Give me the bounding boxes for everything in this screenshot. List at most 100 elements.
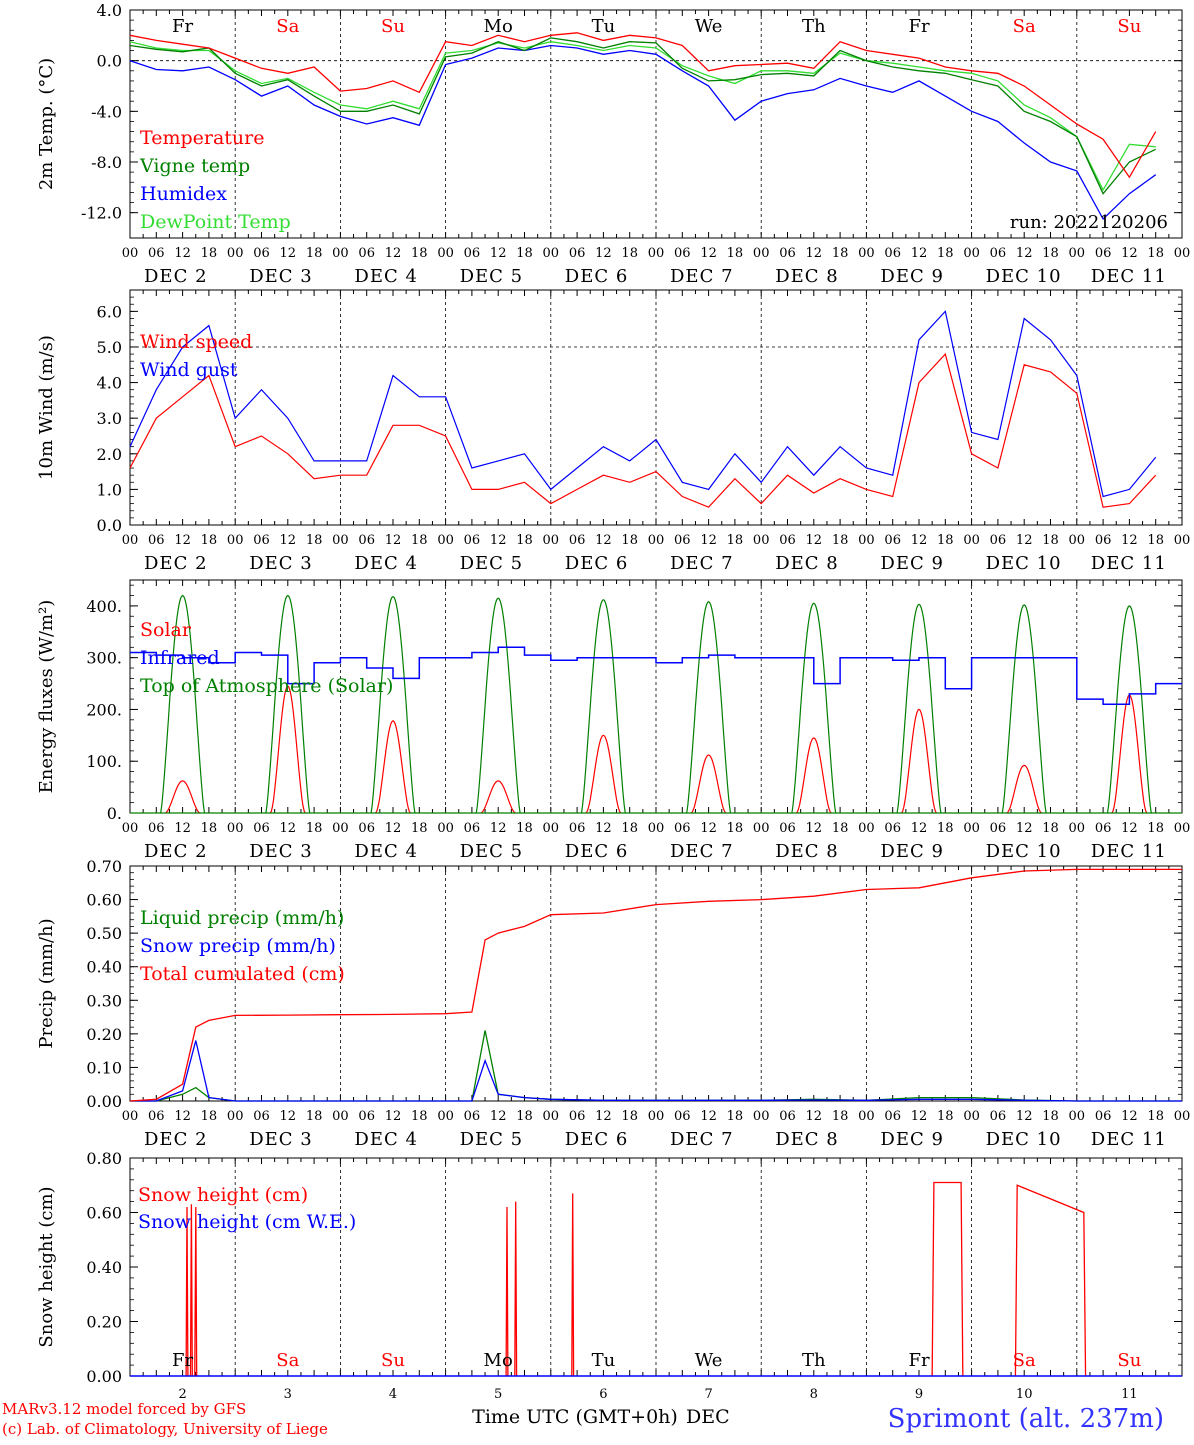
bottom-day-number: 8 [810, 1387, 818, 1402]
legend-entry: Wind speed [140, 331, 252, 353]
hour-tick-label: 18 [306, 246, 323, 261]
series-line-2 [129, 868, 1182, 1102]
hour-tick-label: 12 [490, 1109, 507, 1124]
y-tick-label: 0.60 [86, 891, 122, 910]
day-label: DEC 8 [775, 553, 839, 574]
y-tick-label: 0.80 [86, 1149, 122, 1168]
hour-tick-label: 18 [306, 821, 323, 836]
hour-tick-label: 18 [201, 821, 218, 836]
weekday-label: Sa [1013, 16, 1036, 37]
hour-tick-label: 18 [306, 533, 323, 548]
y-tick-label: 0.30 [86, 991, 122, 1010]
snow-block [931, 1181, 964, 1377]
series-line-0 [129, 352, 1157, 508]
hour-tick-label: 12 [1121, 533, 1138, 548]
hour-tick-label: 12 [385, 821, 402, 836]
hour-tick-label: 00 [227, 246, 244, 261]
snow-spike [571, 1193, 575, 1377]
day-label: DEC 7 [670, 553, 734, 574]
hour-tick-label: 12 [385, 246, 402, 261]
hour-tick-label: 12 [1121, 1109, 1138, 1124]
y-tick-label: 0.10 [86, 1058, 122, 1077]
hour-tick-label: 06 [1095, 246, 1112, 261]
y-tick-label: 3.0 [97, 409, 122, 428]
y-tick-label: 0.40 [86, 1258, 122, 1277]
hour-tick-label: 00 [332, 246, 349, 261]
hour-tick-label: 00 [227, 1109, 244, 1124]
hour-tick-label: 12 [595, 246, 612, 261]
day-label: DEC 3 [249, 1129, 313, 1150]
y-tick-label: 0.0 [97, 516, 122, 535]
legend-entry: Infrared [140, 647, 220, 669]
hour-tick-label: 06 [990, 1109, 1007, 1124]
hour-tick-label: 18 [201, 533, 218, 548]
y-tick-label: 4.0 [97, 1, 122, 20]
day-label: DEC 2 [144, 266, 208, 287]
hour-tick-label: 12 [595, 533, 612, 548]
day-label: DEC 2 [144, 1129, 208, 1150]
hour-tick-label: 18 [727, 1109, 744, 1124]
hour-tick-label: 12 [280, 821, 297, 836]
hour-tick-label: 18 [621, 1109, 638, 1124]
legend-entry: Wind gust [140, 359, 238, 381]
hour-tick-label: 00 [1069, 1109, 1086, 1124]
hour-tick-label: 00 [963, 246, 980, 261]
hour-tick-label: 06 [148, 246, 165, 261]
hour-tick-label: 18 [1147, 821, 1164, 836]
hour-tick-label: 00 [1174, 246, 1191, 261]
legend-entry: DewPoint Temp [140, 211, 291, 233]
y-tick-label: 0.20 [86, 1025, 122, 1044]
hour-tick-label: 06 [569, 533, 586, 548]
day-label: DEC 6 [565, 266, 629, 287]
toa-solar-curve [580, 598, 626, 814]
day-label: DEC 10 [986, 266, 1062, 287]
series-line-1 [129, 310, 1157, 498]
hour-tick-label: 12 [806, 1109, 823, 1124]
y-tick-label: 0. [107, 804, 122, 823]
legend-entry: Snow height (cm W.E.) [138, 1211, 356, 1233]
hour-tick-label: 00 [963, 821, 980, 836]
toa-solar-curve [475, 597, 521, 814]
day-label: DEC 4 [354, 841, 418, 862]
station-name: Sprimont (alt. 237m) [888, 1404, 1164, 1434]
day-label: DEC 3 [249, 266, 313, 287]
hour-tick-label: 06 [358, 1109, 375, 1124]
y-tick-label: 0.20 [86, 1313, 122, 1332]
hour-tick-label: 12 [1016, 1109, 1033, 1124]
weekday-label: Su [381, 1350, 405, 1371]
bottom-day-number: 9 [915, 1387, 923, 1402]
day-label: DEC 5 [460, 553, 524, 574]
hour-tick-label: 06 [884, 1109, 901, 1124]
hour-tick-label: 06 [674, 1109, 691, 1124]
hour-tick-label: 06 [779, 1109, 796, 1124]
hour-tick-label: 12 [490, 533, 507, 548]
hour-tick-label: 00 [437, 821, 454, 836]
hour-tick-label: 06 [990, 821, 1007, 836]
hour-tick-label: 00 [753, 533, 770, 548]
bottom-day-number: 4 [389, 1387, 397, 1402]
bottom-day-number: 2 [178, 1387, 186, 1402]
hour-tick-label: 12 [595, 1109, 612, 1124]
bottom-day-number: 3 [284, 1387, 292, 1402]
hour-tick-label: 12 [1016, 246, 1033, 261]
day-label: DEC 5 [460, 266, 524, 287]
day-label: DEC 7 [670, 841, 734, 862]
hour-tick-label: 00 [543, 1109, 560, 1124]
hour-tick-label: 06 [779, 533, 796, 548]
hour-tick-label: 18 [516, 1109, 533, 1124]
day-label: DEC 3 [249, 841, 313, 862]
day-label: DEC 10 [986, 553, 1062, 574]
day-label: DEC 9 [880, 553, 944, 574]
hour-tick-label: 18 [621, 821, 638, 836]
hour-tick-label: 00 [1069, 533, 1086, 548]
x-axis-label: Time UTC (GMT+0h) [472, 1406, 678, 1428]
series-line-3 [129, 41, 1156, 192]
x-axis-month: DEC [686, 1406, 730, 1428]
y-tick-label: 0.00 [86, 1092, 122, 1111]
hour-tick-label: 12 [806, 533, 823, 548]
hour-tick-label: 12 [385, 1109, 402, 1124]
hour-tick-label: 00 [1174, 821, 1191, 836]
legend-entry: Humidex [140, 183, 227, 205]
hour-tick-label: 00 [648, 821, 665, 836]
hour-tick-label: 18 [1042, 1109, 1059, 1124]
